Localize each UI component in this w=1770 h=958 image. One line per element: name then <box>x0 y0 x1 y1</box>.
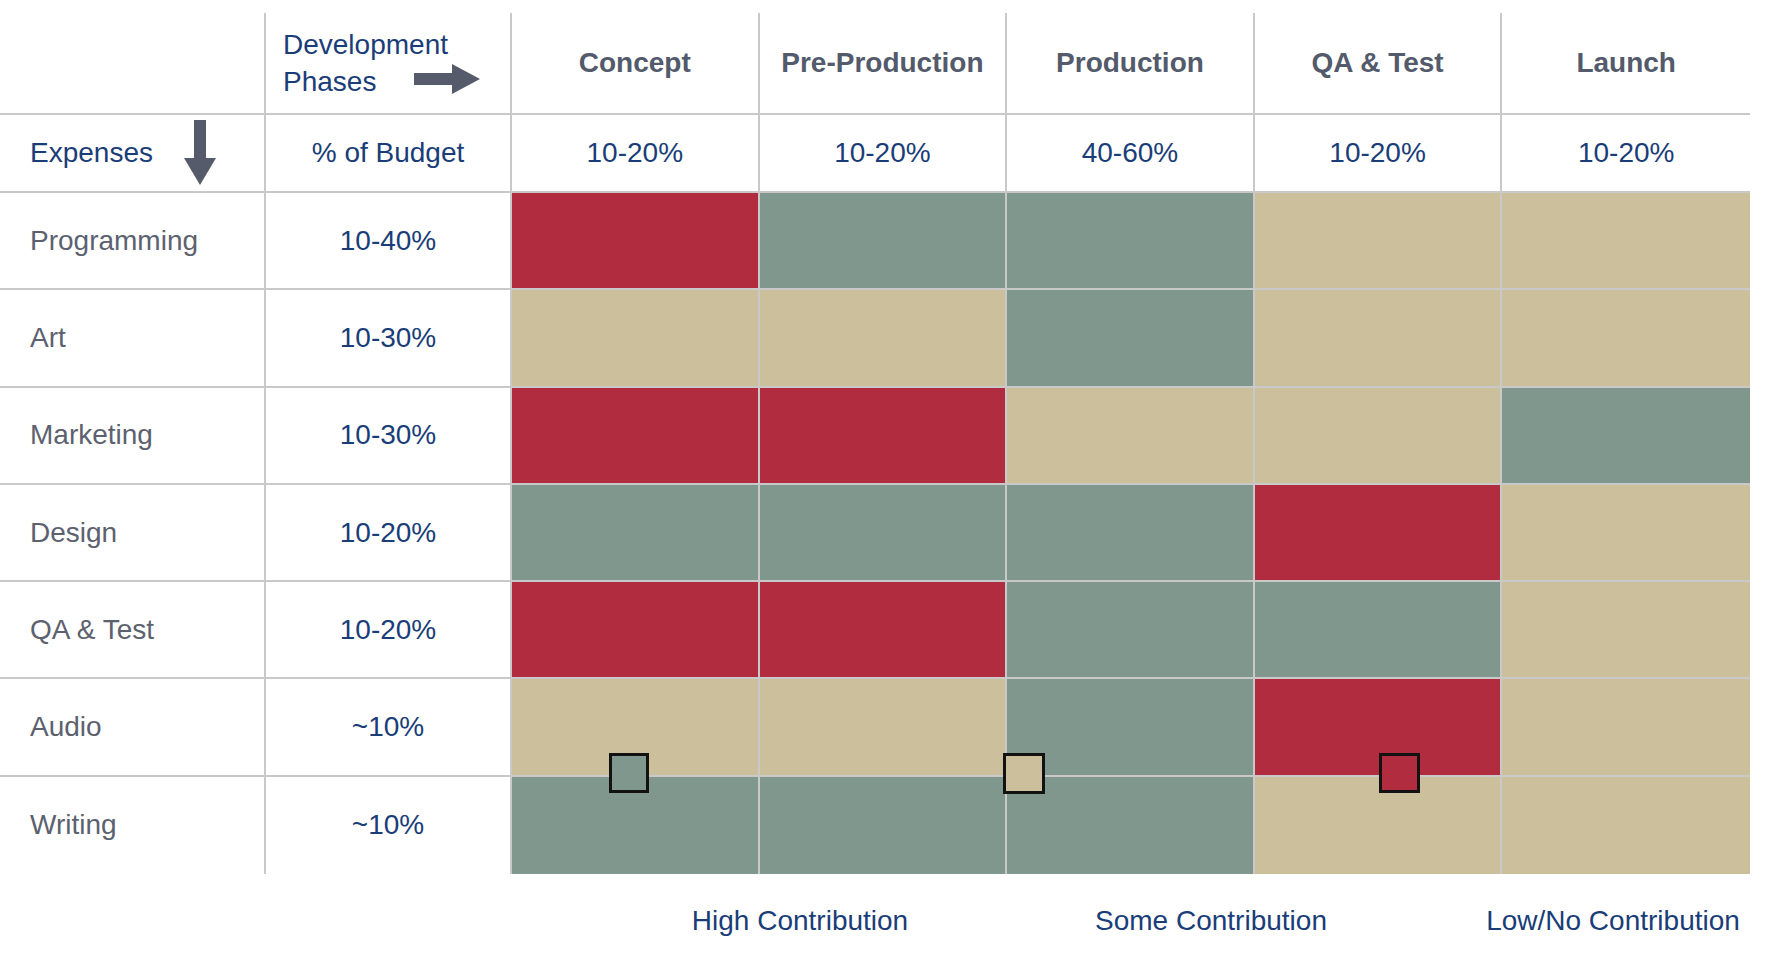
row-budget-writing: ~10% <box>266 777 512 874</box>
cell-marketing-concept <box>512 388 760 485</box>
cell-qa-test-production <box>1007 582 1255 679</box>
phase-budget-launch: 10-20% <box>1502 115 1750 193</box>
cell-marketing-launch <box>1502 388 1750 485</box>
row-budget-programming: 10-40% <box>266 193 512 290</box>
phase-header-qa-test: QA & Test <box>1255 13 1503 115</box>
matrix-grid: DevelopmentPhasesConceptPre-ProductionPr… <box>0 13 1750 874</box>
phase-header-production: Production <box>1007 13 1255 115</box>
row-label-writing: Writing <box>0 777 266 874</box>
cell-art-pre-production <box>760 290 1008 387</box>
cell-design-concept <box>512 485 760 582</box>
phase-header-pre-production: Pre-Production <box>760 13 1008 115</box>
cell-audio-launch <box>1502 679 1750 776</box>
development-phases-header: DevelopmentPhases <box>266 13 512 115</box>
row-label-art: Art <box>0 290 266 387</box>
row-label-audio: Audio <box>0 679 266 776</box>
cell-qa-test-launch <box>1502 582 1750 679</box>
legend-swatch-high <box>609 753 649 793</box>
cell-qa-test-concept <box>512 582 760 679</box>
row-budget-design: 10-20% <box>266 485 512 582</box>
cell-writing-launch <box>1502 777 1750 874</box>
down-arrow-icon <box>183 120 217 186</box>
phase-budget-pre-production: 10-20% <box>760 115 1008 193</box>
cell-design-production <box>1007 485 1255 582</box>
budget-column-header: % of Budget <box>266 115 512 193</box>
cell-programming-concept <box>512 193 760 290</box>
row-budget-qa-test: 10-20% <box>266 582 512 679</box>
legend-label-high: High Contribution <box>692 906 908 936</box>
row-label-design: Design <box>0 485 266 582</box>
phase-header-launch: Launch <box>1502 13 1750 115</box>
cell-marketing-pre-production <box>760 388 1008 485</box>
row-label-qa-test: QA & Test <box>0 582 266 679</box>
budget-matrix-infographic: DevelopmentPhasesConceptPre-ProductionPr… <box>0 0 1770 958</box>
cell-audio-pre-production <box>760 679 1008 776</box>
row-budget-audio: ~10% <box>266 679 512 776</box>
row-budget-marketing: 10-30% <box>266 388 512 485</box>
cell-design-launch <box>1502 485 1750 582</box>
cell-art-production <box>1007 290 1255 387</box>
row-label-programming: Programming <box>0 193 266 290</box>
cell-programming-launch <box>1502 193 1750 290</box>
cell-design-pre-production <box>760 485 1008 582</box>
cell-qa-test-qa-test <box>1255 582 1503 679</box>
dev-line-1: Development <box>283 26 448 63</box>
cell-programming-production <box>1007 193 1255 290</box>
cell-writing-pre-production <box>760 777 1008 874</box>
expenses-header: Expenses <box>0 115 266 193</box>
cell-art-concept <box>512 290 760 387</box>
corner-empty <box>0 13 266 115</box>
phase-budget-qa-test: 10-20% <box>1255 115 1503 193</box>
cell-art-qa-test <box>1255 290 1503 387</box>
cell-marketing-production <box>1007 388 1255 485</box>
row-budget-art: 10-30% <box>266 290 512 387</box>
phase-header-concept: Concept <box>512 13 760 115</box>
legend-label-low: Low/No Contribution <box>1486 906 1740 936</box>
cell-design-qa-test <box>1255 485 1503 582</box>
cell-art-launch <box>1502 290 1750 387</box>
right-arrow-icon <box>414 63 480 95</box>
legend-label-some: Some Contribution <box>1095 906 1327 936</box>
cell-marketing-qa-test <box>1255 388 1503 485</box>
row-label-marketing: Marketing <box>0 388 266 485</box>
expenses-label: Expenses <box>30 137 153 169</box>
cell-programming-pre-production <box>760 193 1008 290</box>
phase-budget-concept: 10-20% <box>512 115 760 193</box>
cell-programming-qa-test <box>1255 193 1503 290</box>
cell-qa-test-pre-production <box>760 582 1008 679</box>
legend-swatch-some <box>1003 753 1045 794</box>
phase-budget-production: 40-60% <box>1007 115 1255 193</box>
legend-swatch-low <box>1379 753 1420 793</box>
